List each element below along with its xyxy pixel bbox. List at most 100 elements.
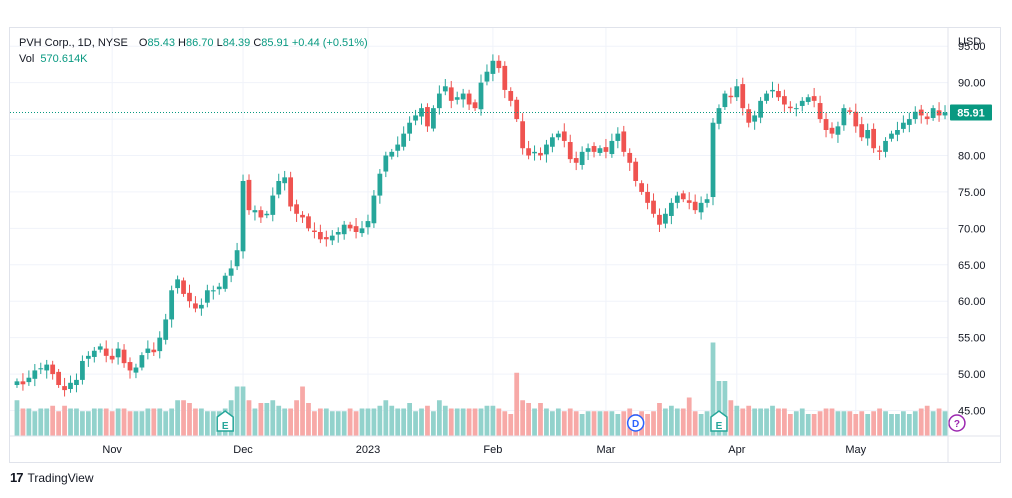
volume-bar xyxy=(270,400,276,436)
volume-bar xyxy=(746,405,752,436)
volume-bar xyxy=(407,403,412,436)
candle-body xyxy=(300,214,305,218)
volume-bar xyxy=(353,411,359,436)
volume-bar xyxy=(912,411,918,436)
volume-bar xyxy=(312,411,317,436)
volume-bar xyxy=(615,414,621,436)
candle-body xyxy=(484,71,490,82)
legend-volume-row: Vol 570.614K xyxy=(19,51,368,67)
candle-body xyxy=(627,152,633,163)
candle-body xyxy=(68,382,73,390)
volume-bar xyxy=(282,408,288,436)
volume-bar xyxy=(597,411,603,436)
candle-body xyxy=(901,122,906,129)
candle-body xyxy=(472,102,478,109)
candle-body xyxy=(466,93,472,105)
volume-bar xyxy=(323,408,329,436)
volume-bar xyxy=(288,408,294,436)
close-label: C xyxy=(253,37,262,49)
candle-body xyxy=(258,210,264,218)
time-axis: Nov Dec 2023 Feb Mar Apr May xyxy=(10,435,1000,456)
tradingview-logo-icon: 17 xyxy=(10,470,24,485)
candle-body xyxy=(764,93,769,101)
volume-bar xyxy=(787,414,793,436)
candle-body xyxy=(609,140,615,155)
candle-body xyxy=(859,124,865,138)
volume-bar xyxy=(115,408,121,436)
candle-body xyxy=(538,152,543,156)
candle-body xyxy=(746,109,752,123)
volume-bar xyxy=(799,408,805,436)
candles xyxy=(14,54,948,397)
candle-body xyxy=(413,115,418,121)
candle-body xyxy=(312,230,317,232)
candle-body xyxy=(127,362,133,371)
volume-bar xyxy=(175,400,180,436)
volume-bar xyxy=(734,405,740,436)
chart-frame[interactable] xyxy=(9,27,1001,463)
volume-bar xyxy=(317,408,323,436)
volume-bar xyxy=(383,400,389,436)
volume-bar xyxy=(121,408,127,436)
future-event-icon[interactable]: ? xyxy=(948,414,966,432)
candle-body xyxy=(585,148,591,152)
volume-bar xyxy=(157,408,163,436)
candle-body xyxy=(930,108,936,118)
volume-bar xyxy=(722,381,728,436)
candle-body xyxy=(752,115,758,122)
volume-bar xyxy=(490,405,496,436)
volume-bar xyxy=(56,411,61,436)
price-tick-label: 45.00 xyxy=(958,406,986,418)
candle-body xyxy=(80,360,85,380)
candle-body xyxy=(520,121,526,149)
candle-body xyxy=(276,181,282,195)
candle-body xyxy=(169,290,175,320)
earnings-event-icon[interactable]: E xyxy=(710,410,728,432)
volume-bar xyxy=(460,408,466,436)
earnings-event-icon[interactable]: E xyxy=(216,410,234,432)
candle-body xyxy=(26,377,32,383)
volume-bar xyxy=(668,405,674,436)
volume-bar xyxy=(26,408,32,436)
volume-bar xyxy=(181,400,186,436)
volume-bar xyxy=(776,408,781,436)
last-price-tag xyxy=(950,104,992,121)
volume-bar xyxy=(603,411,609,436)
candle-body xyxy=(835,126,841,135)
dividend-event-icon[interactable]: D xyxy=(626,414,645,432)
volume-bar xyxy=(187,403,192,436)
volume-bar xyxy=(865,414,871,436)
candle-body xyxy=(133,367,139,373)
candle-body xyxy=(389,151,395,157)
open-value: 85.43 xyxy=(147,37,175,49)
volume-bar xyxy=(91,408,97,436)
volume-bar xyxy=(692,411,698,436)
candle-body xyxy=(639,183,645,192)
candle-body xyxy=(740,84,746,109)
volume-bar xyxy=(906,414,912,436)
volume-bar xyxy=(561,411,567,436)
candle-body xyxy=(645,191,650,203)
candle-body xyxy=(264,213,270,216)
time-tick-label: Apr xyxy=(728,444,745,456)
volume-bar xyxy=(14,400,20,436)
candle-body xyxy=(38,368,44,370)
tradingview-footer[interactable]: 17 TradingView xyxy=(10,470,94,485)
volume-bar xyxy=(44,408,50,436)
candle-body xyxy=(14,381,20,385)
volume-bar xyxy=(770,405,775,436)
volume-bar xyxy=(657,403,662,436)
candle-body xyxy=(561,131,567,141)
candle-body xyxy=(776,91,781,98)
volume-bar xyxy=(520,400,526,436)
candle-body xyxy=(555,133,561,138)
candle-body xyxy=(448,87,454,101)
volume-bar xyxy=(329,411,335,436)
volume-bar xyxy=(145,408,151,436)
candle-body xyxy=(294,204,299,214)
candle-body xyxy=(550,137,555,147)
volume-bar xyxy=(710,342,716,436)
candle-body xyxy=(32,370,38,379)
volume-bar xyxy=(686,397,692,436)
